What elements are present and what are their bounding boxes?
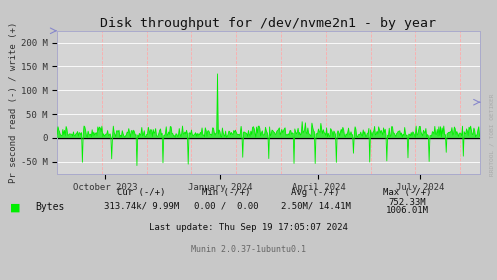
Text: 752.33M: 752.33M <box>389 198 426 207</box>
Text: Avg (-/+): Avg (-/+) <box>291 188 340 197</box>
Text: Munin 2.0.37-1ubuntu0.1: Munin 2.0.37-1ubuntu0.1 <box>191 245 306 254</box>
Text: Bytes: Bytes <box>35 202 64 212</box>
Text: 2.50M/ 14.41M: 2.50M/ 14.41M <box>281 202 350 211</box>
Y-axis label: Pr second read (-) / write (+): Pr second read (-) / write (+) <box>9 22 18 183</box>
Text: Cur (-/+): Cur (-/+) <box>117 188 166 197</box>
Text: 0.00 /  0.00: 0.00 / 0.00 <box>194 202 258 211</box>
Text: RRDTOOL / TOBI OETIKER: RRDTOOL / TOBI OETIKER <box>490 93 495 176</box>
Text: Max (-/+): Max (-/+) <box>383 188 432 197</box>
Title: Disk throughput for /dev/nvme2n1 - by year: Disk throughput for /dev/nvme2n1 - by ye… <box>100 17 436 30</box>
Text: 1006.01M: 1006.01M <box>386 206 429 215</box>
Text: Last update: Thu Sep 19 17:05:07 2024: Last update: Thu Sep 19 17:05:07 2024 <box>149 223 348 232</box>
Text: ■: ■ <box>10 202 20 212</box>
Text: 313.74k/ 9.99M: 313.74k/ 9.99M <box>104 202 179 211</box>
Text: Min (-/+): Min (-/+) <box>202 188 250 197</box>
